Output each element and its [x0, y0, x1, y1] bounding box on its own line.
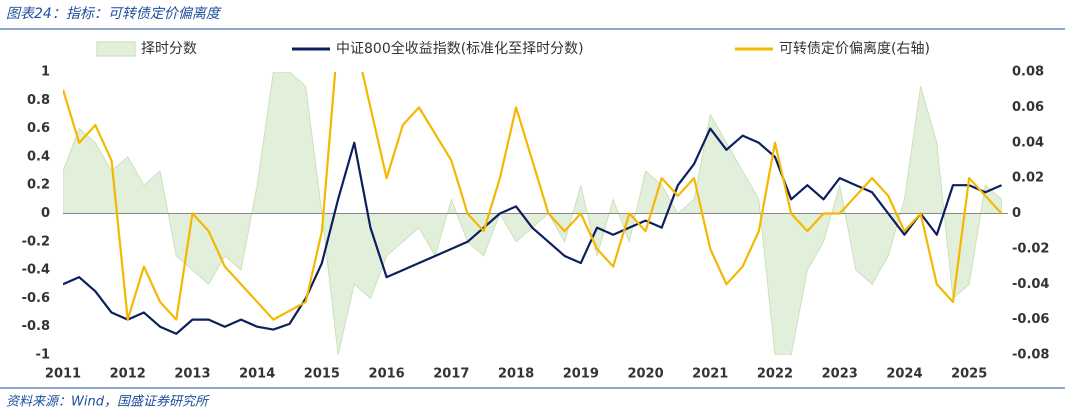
x-tick-label: 2024 [886, 367, 922, 382]
y-tick-label: 0 [41, 206, 50, 221]
legend-swatch [96, 41, 136, 57]
x-tick-label: 2012 [110, 367, 146, 382]
y-tick-label: 0.8 [27, 93, 50, 108]
chart-title: 图表24：指标：可转债定价偏离度 [6, 6, 222, 22]
x-tick-label: 2013 [174, 367, 210, 382]
y-tick-label: 0.4 [27, 149, 50, 164]
series-line [63, 72, 1003, 321]
x-tick-label: 2022 [757, 367, 793, 382]
x-tick-label: 2016 [369, 367, 405, 382]
y2-tick-label: 0.06 [1012, 100, 1044, 115]
y-tick-label: -0.4 [22, 263, 50, 278]
y2-tick-label: 0.04 [1012, 135, 1044, 150]
y2-tick-label: -0.06 [1012, 312, 1049, 327]
x-tick-label: 2015 [304, 367, 340, 382]
x-tick-label: 2018 [498, 367, 534, 382]
series-line [63, 127, 1002, 335]
y2-tick-label: 0.02 [1012, 171, 1044, 186]
x-tick-label: 2017 [433, 367, 469, 382]
plot-area [63, 72, 1008, 355]
y2-tick-label: 0.08 [1012, 65, 1044, 80]
y-tick-label: -0.6 [22, 291, 50, 306]
x-tick-label: 2019 [563, 367, 599, 382]
x-tick-label: 2025 [951, 367, 987, 382]
y-tick-label: 0.2 [27, 178, 50, 193]
y-tick-label: -0.8 [22, 319, 50, 334]
x-tick-label: 2021 [692, 367, 728, 382]
y-tick-label: -0.2 [22, 234, 50, 249]
y-tick-label: 0.6 [27, 121, 50, 136]
legend-label: 择时分数 [141, 41, 197, 57]
source: 资料来源：Wind，国盛证券研究所 [6, 394, 210, 410]
x-tick-label: 2014 [239, 367, 275, 382]
legend-label: 中证800全收益指数(标准化至择时分数) [336, 40, 584, 57]
x-tick-label: 2011 [45, 367, 81, 382]
y2-tick-label: -0.08 [1012, 348, 1049, 363]
y-tick-label: -1 [36, 348, 50, 363]
y2-tick-label: -0.04 [1012, 277, 1049, 292]
y-tick-label: 1 [41, 65, 50, 80]
x-tick-label: 2023 [822, 367, 858, 382]
y2-tick-label: 0 [1012, 206, 1021, 221]
x-tick-label: 2020 [627, 367, 663, 382]
y2-tick-label: -0.02 [1012, 241, 1049, 256]
legend-label: 可转债定价偏离度(右轴) [779, 40, 930, 57]
